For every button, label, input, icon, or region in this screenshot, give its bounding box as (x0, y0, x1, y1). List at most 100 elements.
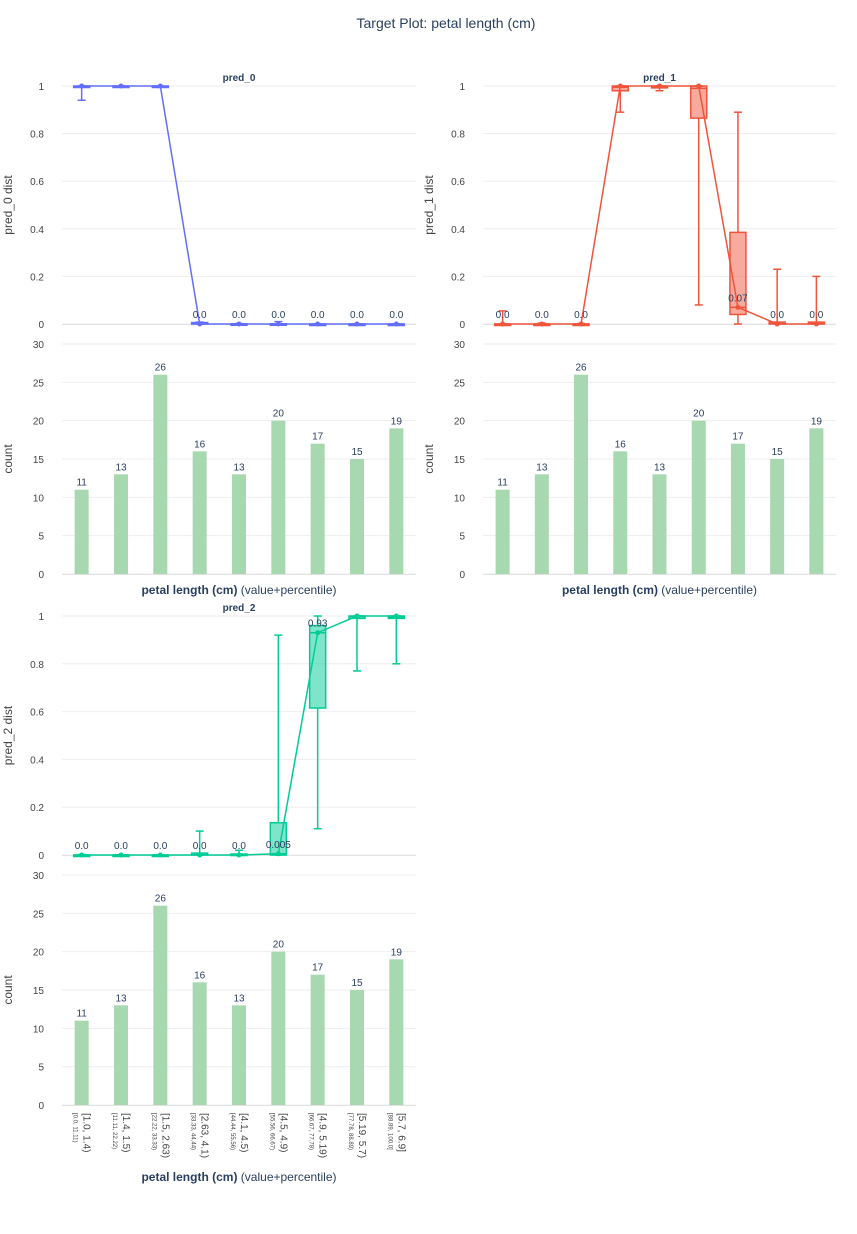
count_3-ytick-label: 25 (33, 909, 45, 920)
pred_2-mean-marker (157, 852, 163, 858)
count_1-bar (232, 474, 246, 574)
pred_1-mean-label: 0.0 (574, 310, 588, 321)
pred_0-mean-marker (79, 83, 85, 89)
count_3-bar-label: 13 (115, 993, 127, 1004)
pred_0-mean-label: 0.0 (271, 310, 285, 321)
pred_2-panel: 0 0.2 0.4 0.6 0.8 1 pred_2 dist pred_2 0.0 0.0 0.0… (1, 603, 416, 862)
pred_1-mean-line (502, 85, 817, 325)
pred_2-box (348, 615, 366, 672)
count_2-ytick-label: 20 (454, 417, 466, 428)
pred_2-ytick-label: 0.6 (30, 708, 44, 719)
count_2-ytick-label: 10 (454, 493, 466, 504)
count_1-bar-label: 15 (351, 447, 363, 458)
xlabel-suffix: (value+percentile) (658, 583, 757, 597)
count_3-bar (271, 951, 286, 1105)
pred_0-mean-marker (157, 83, 163, 89)
count_3-ytick-label: 15 (33, 986, 45, 997)
pred_1-box (729, 111, 747, 325)
pred_0-ylabel: pred_0 dist (1, 175, 15, 235)
xlabel-feature-name: petal length (cm) (141, 583, 237, 597)
pred_1-mean-marker (500, 321, 506, 327)
count_3-bar (389, 959, 404, 1105)
pred_1-mean-marker (735, 304, 741, 310)
pred_2-ytick-label: 0.2 (30, 803, 44, 814)
count_3-percentile-label: [55.56, 66.67) (268, 1113, 274, 1150)
count_2-ytick-label: 30 (454, 340, 466, 351)
pred_0-mean-marker (197, 321, 203, 327)
count_3-ytick-label: 30 (33, 871, 45, 882)
pred_2-ylabel: pred_2 dist (1, 705, 15, 765)
pred_2-ytick-label: 0.8 (30, 660, 44, 671)
count_1-ytick-label: 20 (33, 417, 45, 428)
count_3-panel: 0 5 10 15 20 25 30 count 11 13 26 16 13 20 17 15 19 [1.0,… (1, 871, 416, 1184)
count_1-ytick-label: 30 (33, 340, 45, 351)
count_3-bar-label: 20 (273, 940, 285, 951)
count_2-ytick-label: 25 (454, 378, 466, 389)
pred_1-mean-marker (578, 321, 584, 327)
count_1-bar-label: 17 (312, 432, 324, 443)
count_2-bar-label: 17 (732, 432, 744, 443)
count_3-percentile-label: [11.11, 22.22) (111, 1113, 117, 1149)
count_1-bar (271, 420, 286, 574)
pred_1-ytick-label: 1 (459, 82, 465, 93)
pred_2-mean-label: 0.0 (114, 841, 128, 852)
count_3-bar (74, 1020, 89, 1105)
pred_1-mean-label: 0.0 (496, 310, 510, 321)
pred_0-mean-marker (236, 321, 242, 327)
count_3-percentile-label: [22.22, 33.33) (150, 1113, 156, 1150)
count_3-ytick-label: 0 (38, 1101, 44, 1112)
count_3-bar-label: 19 (391, 947, 403, 958)
pred_2-subplot-title: pred_2 (223, 603, 256, 614)
pred_0-ytick-label: 0.4 (30, 225, 44, 236)
pred_2-mean-label: 0.0 (153, 841, 167, 852)
count_3-xtick-label: [1.0, 1.4) (81, 1113, 92, 1152)
count_2-panel: 0 5 10 15 20 25 30 count 11 13 26 16 13 20 17 15 19 petal… (422, 340, 836, 597)
count_1-ylabel: count (1, 444, 15, 474)
count_2-bar (691, 420, 706, 574)
count_3-ytick-label: 20 (33, 948, 45, 959)
pred_2-box (387, 615, 406, 665)
pred_2-mean-marker (354, 613, 360, 619)
count_2-xlabel: petal length (cm) (value+percentile) (562, 583, 757, 597)
pred_0-mean-marker (315, 321, 321, 327)
count_3-bar-label: 17 (312, 963, 324, 974)
count_2-ytick-label: 0 (459, 570, 465, 581)
pred_1-ytick-label: 0.2 (451, 272, 465, 283)
count_2-ytick-label: 15 (454, 455, 466, 466)
pred_1-mean-label: 0.07 (728, 293, 748, 304)
pred_2-ytick-label: 0.4 (30, 755, 44, 766)
count_1-bar (153, 374, 168, 574)
pred_0-mean-label: 0.0 (232, 310, 246, 321)
count_2-bar-label: 15 (772, 447, 784, 458)
count_3-bar-label: 26 (155, 894, 167, 905)
xlabel-suffix: (value+percentile) (237, 1170, 336, 1184)
count_2-bar-label: 19 (811, 416, 823, 427)
pred_0-ytick-label: 0.2 (30, 272, 44, 283)
xlabel-suffix: (value+percentile) (237, 583, 336, 597)
count_3-xtick-label: [4.1, 4.5) (238, 1113, 249, 1152)
count_2-bar (730, 443, 745, 574)
pred_1-mean-marker (813, 321, 819, 327)
count_2-bar (613, 451, 628, 574)
count_3-bar (350, 990, 364, 1105)
pred_1-ytick-label: 0 (459, 320, 465, 331)
count_3-bar-label: 13 (233, 993, 245, 1004)
pred_1-ytick-label: 0.4 (451, 225, 465, 236)
count_1-bar-label: 13 (115, 462, 127, 473)
pred_1-mean-marker (657, 83, 662, 89)
pred_0-mean-marker (275, 321, 281, 327)
count_1-bar-label: 26 (155, 363, 167, 374)
count_1-bar (74, 489, 89, 574)
count_3-ylabel: count (1, 975, 15, 1005)
pred_2-ytick-label: 0 (38, 851, 44, 862)
pred_1-mean-marker (696, 83, 702, 89)
count_1-ytick-label: 0 (38, 570, 44, 581)
box-body (729, 231, 747, 316)
count_3-xtick-label: [1.5, 2.63) (159, 1113, 170, 1158)
box-body (308, 624, 327, 709)
pred_2-mean-marker (236, 852, 242, 858)
pred_0-mean-label: 0.0 (350, 310, 364, 321)
count_2-bar (495, 489, 510, 574)
count_2-bar (770, 459, 785, 574)
